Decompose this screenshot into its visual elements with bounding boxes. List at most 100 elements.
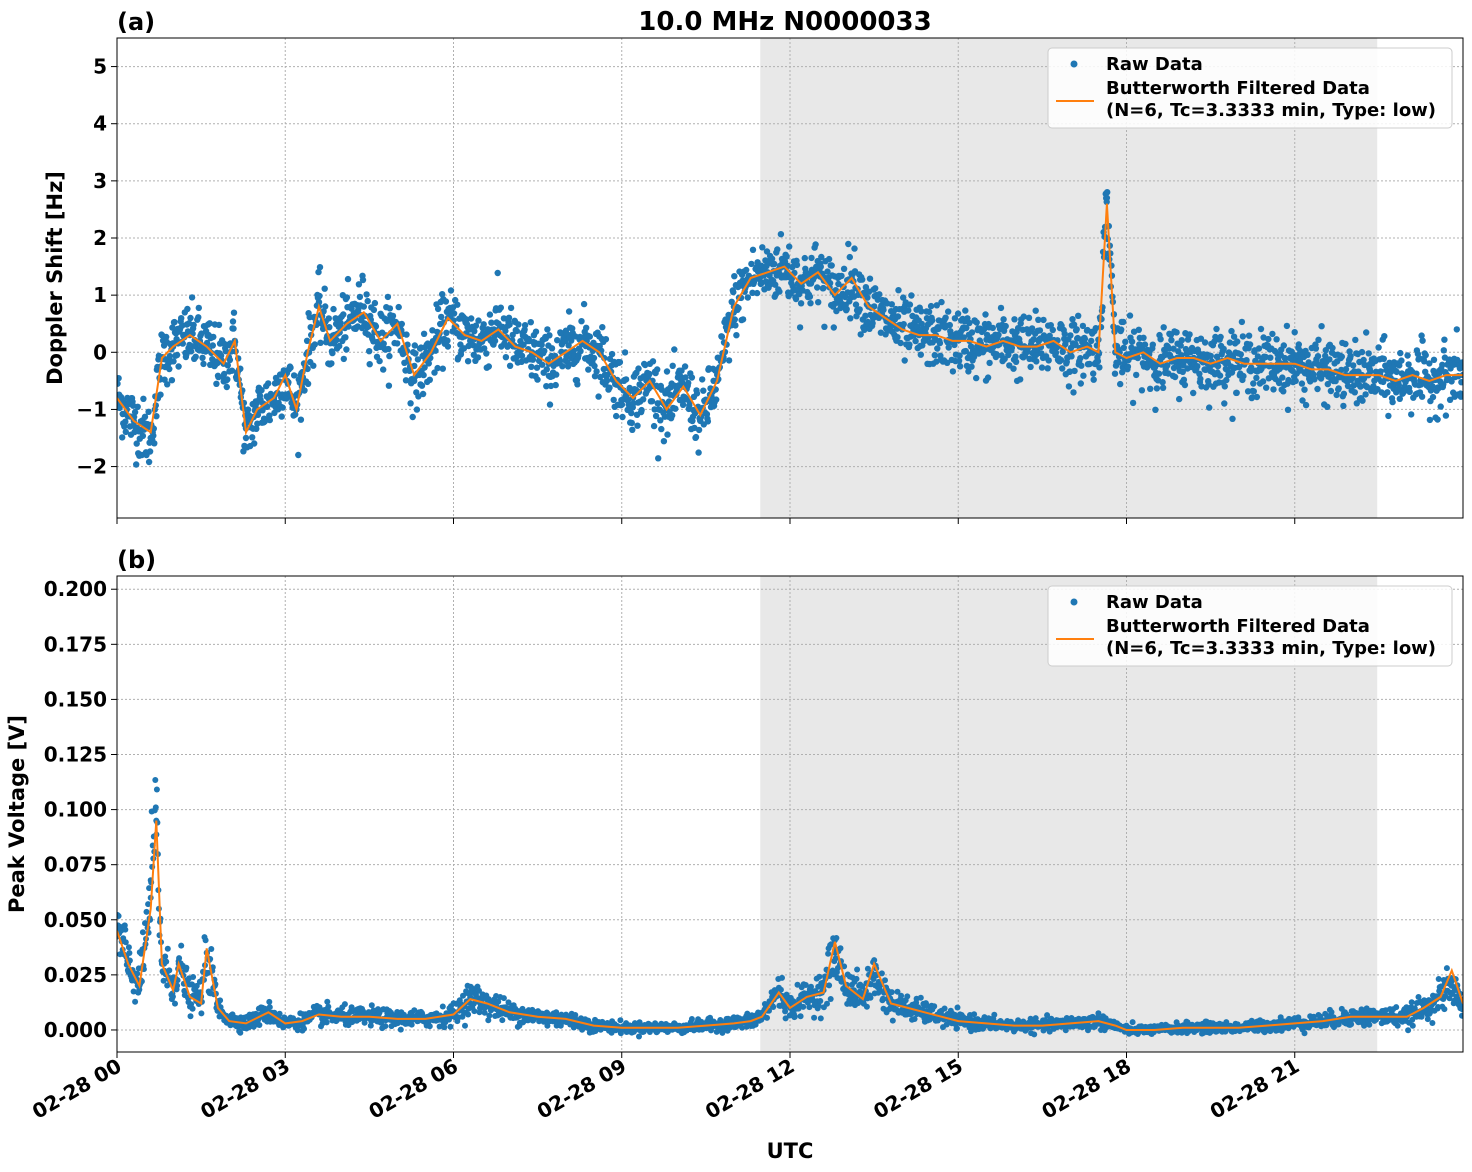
raw-data-point [590,354,598,362]
raw-data-point [256,1022,263,1028]
raw-data-point [697,417,704,425]
raw-data-point [1178,337,1186,344]
raw-data-point [169,324,176,331]
raw-data-point [1134,354,1142,362]
raw-data-point [797,1013,804,1020]
raw-data-point [502,327,509,335]
raw-data-point [1069,316,1076,323]
raw-data-point [654,366,661,373]
raw-data-point [397,1026,404,1033]
raw-data-point [122,428,129,436]
raw-data-point [122,939,129,946]
raw-data-point [874,296,881,303]
raw-data-point [513,327,520,335]
raw-data-point [672,405,679,412]
raw-data-point [315,268,322,276]
raw-data-point [1157,336,1164,343]
raw-data-point [728,298,735,305]
raw-data-point [370,306,378,314]
raw-data-point [294,1027,301,1034]
raw-data-point [603,377,611,384]
raw-data-point [1255,345,1263,352]
raw-data-point [195,304,202,312]
raw-data-point [1405,361,1412,368]
raw-data-point [1062,341,1069,348]
raw-data-point [917,351,924,358]
raw-data-point [983,331,991,339]
raw-data-point [441,1024,448,1031]
raw-data-point [1385,412,1392,420]
raw-data-point [340,311,347,318]
raw-data-point [421,364,428,371]
raw-data-point [1240,372,1247,380]
raw-data-point [1398,357,1405,364]
raw-data-point [859,276,866,283]
raw-data-point [679,401,687,408]
raw-data-point [954,1004,961,1011]
raw-data-point [481,1009,488,1016]
raw-data-point [1221,383,1229,390]
raw-data-point [991,1011,998,1018]
raw-data-point [744,294,751,301]
raw-data-point [189,981,196,988]
raw-data-point [1352,336,1359,344]
raw-data-point [1092,325,1100,332]
raw-data-point [481,345,488,352]
raw-data-point [131,408,139,416]
raw-data-point [1052,349,1060,356]
raw-data-point [139,432,147,440]
raw-data-point [521,322,529,329]
raw-data-point [1124,363,1132,370]
raw-data-point [139,929,146,936]
raw-data-point [221,370,228,378]
raw-data-point [731,316,738,323]
raw-data-point [1324,403,1331,410]
raw-data-point [889,1017,896,1024]
raw-data-point [1359,397,1366,404]
raw-data-point [325,315,332,322]
raw-data-point [1314,353,1322,360]
raw-data-point [763,248,771,255]
raw-data-point [1190,389,1197,397]
raw-data-point [660,438,668,445]
raw-data-point [1201,339,1209,346]
raw-data-point [722,316,729,323]
raw-data-point [1078,362,1085,369]
raw-data-point [1441,336,1448,343]
raw-data-point [1250,388,1258,395]
raw-data-point [1065,383,1073,390]
raw-data-point [1080,372,1087,379]
raw-data-point [1009,337,1017,344]
raw-data-point [1404,352,1411,359]
raw-data-point [1304,351,1311,358]
raw-data-point [1365,350,1372,357]
raw-data-point [1126,312,1134,319]
raw-data-point [151,440,158,447]
raw-data-point [1168,337,1175,344]
raw-data-point [704,418,712,425]
raw-data-point [199,354,206,361]
raw-data-point [295,451,302,459]
raw-data-point [208,946,215,952]
raw-data-point [1429,393,1437,401]
raw-data-point [956,352,963,359]
raw-data-point [544,326,551,333]
raw-data-point [851,245,858,252]
raw-data-point [1335,385,1342,392]
raw-data-point [418,382,426,389]
raw-data-point [1096,364,1103,371]
raw-data-point [505,314,513,321]
raw-data-point [183,351,190,358]
raw-data-point [962,347,969,355]
raw-data-point [419,390,427,398]
raw-data-point [608,350,616,358]
raw-data-point [192,353,199,360]
raw-data-point [1333,391,1340,399]
raw-data-point [486,1012,493,1019]
raw-data-point [1030,336,1037,343]
raw-data-point [618,401,626,408]
raw-data-point [1248,364,1255,371]
raw-data-point [1408,411,1415,418]
raw-data-point [753,289,761,297]
raw-data-point [506,321,513,328]
